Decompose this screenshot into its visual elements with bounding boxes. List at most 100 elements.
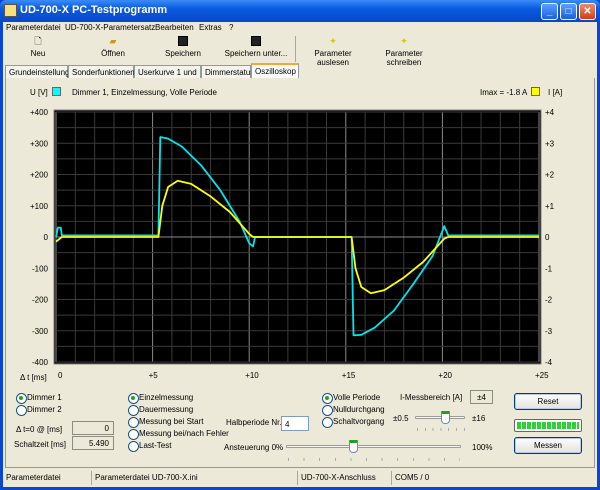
app-icon [4,4,17,17]
open-button[interactable]: ▰ Öffnen [101,36,125,58]
progress-fill [517,422,579,429]
u-axis-label: U [V] [30,88,48,97]
y2-tick-label: -4 [545,358,553,367]
tab-sonderfunktionen[interactable]: Sonderfunktionen [68,65,135,79]
save-button[interactable]: Speichern [161,36,205,62]
halbperiode-input[interactable]: 4 [281,416,309,431]
schaltzeit-value: 5.490 [72,436,114,450]
t0-value: 0 [72,421,114,435]
range-slider-thumb[interactable] [441,411,450,424]
radio-dimmer-1[interactable]: Dimmer 1 [16,393,62,404]
y-tick-label: -400 [32,358,49,367]
u-color-swatch [52,87,61,96]
y-tick-label: -300 [32,327,49,336]
tab-dimmerstatus[interactable]: Dimmerstatus [201,65,254,79]
status-pane-port: COM5 / 0 [391,471,597,485]
save-as-button[interactable]: Speichern unter... [223,36,289,62]
range-slider[interactable] [415,416,465,419]
x-tick-label: +10 [245,371,259,380]
radio-messung-bei-fehler[interactable]: Messung bei/nach Fehler [128,429,229,440]
menu-bar: Parameterdatei UD-700-X-Parametersatz Be… [3,22,597,34]
x-tick-label: +25 [535,371,549,380]
save-as-icon [251,36,261,46]
close-button[interactable]: ✕ [579,3,596,20]
radio-last-test[interactable]: Last-Test [128,441,171,452]
toolbar-separator [295,36,296,62]
tab-strip: Grundeinstellung Sonderfunktionen Userku… [3,63,597,86]
scope-caption: Dimmer 1, Einzelmessung, Volle Periode [72,88,217,97]
messen-button[interactable]: Messen [514,437,582,454]
status-pane-label: Parameterdatei [6,473,61,482]
range-ticks [417,428,465,431]
reset-button[interactable]: Reset [514,393,582,410]
y-tick-label: -100 [32,264,49,273]
save-icon [178,36,188,46]
tab-oszilloskop[interactable]: Oszilloskop [251,63,299,79]
ansteuerung-label: Ansteuerung 0% [224,443,284,452]
t0-label: Δ t=0 @ [ms] [16,425,63,434]
read-parameters-button[interactable]: ✦ Parameter auslesen [314,36,352,67]
x-tick-label: +5 [149,371,159,380]
oscilloscope-chart: +400+300+200+1000-100-200-300-400+4+3+2+… [30,108,555,380]
x-tick-label: +20 [438,371,452,380]
radio-volle-periode[interactable]: Volle Periode [322,393,380,404]
y2-tick-label: -2 [545,296,553,305]
new-file-icon: 🗋 [34,36,42,46]
status-bar: Parameterdatei Parameterdatei UD-700-X.i… [3,469,597,487]
range-max-label: ±16 [472,414,486,423]
ansteuerung-ticks [288,458,460,461]
ansteuerung-slider-thumb[interactable] [348,440,358,453]
status-pane-connection-label: UD-700-X-Anschluss [297,471,391,485]
y2-tick-label: -1 [545,264,553,273]
y2-tick-label: +4 [545,108,555,117]
open-folder-icon: ▰ [109,36,117,46]
y-tick-label: +100 [30,202,49,211]
ansteuerung-slider[interactable] [286,445,461,448]
tab-grundeinstellung[interactable]: Grundeinstellung [5,65,69,79]
menu-bearbeiten[interactable]: Bearbeiten [155,23,194,32]
messbereich-value: ±4 [470,390,493,404]
x-tick-label: +15 [342,371,356,380]
write-parameters-icon: ✦ [400,36,408,46]
time-axis-label: Δ t [ms] [20,373,47,382]
radio-nulldurchgang[interactable]: Nulldurchgang [322,405,385,416]
radio-dimmer-2[interactable]: Dimmer 2 [16,405,62,416]
y2-tick-label: -3 [545,327,553,336]
y2-tick-label: +2 [545,171,555,180]
imax-readout: Imax = -1.8 A [480,88,528,97]
menu-parameterdatei[interactable]: Parameterdatei [6,23,61,32]
menu-extras[interactable]: Extras [199,23,222,32]
write-parameters-button[interactable]: ✦ Parameter schreiben [385,36,423,67]
radio-schaltvorgang[interactable]: Schaltvorgang [322,417,384,428]
messbereich-label: I-Messbereich [A] [400,393,463,402]
y2-tick-label: +3 [545,139,555,148]
menu-help[interactable]: ? [229,23,234,32]
y-tick-label: -200 [32,296,49,305]
menu-parametersatz[interactable]: UD-700-X-Parametersatz [65,23,156,32]
y-tick-label: +400 [30,108,49,117]
i-axis-label: I [A] [548,88,563,97]
y2-tick-label: 0 [545,233,550,242]
title-bar[interactable]: UD-700-X PC-Testprogramm _ □ ✕ [0,0,600,22]
maximize-button[interactable]: □ [560,3,577,20]
tab-userkurve[interactable]: Userkurve 1 und 2 [134,65,201,86]
range-min-label: ±0.5 [393,414,409,423]
i-color-swatch [531,87,540,96]
radio-messung-bei-start[interactable]: Messung bei Start [128,417,203,428]
y-tick-label: +200 [30,171,49,180]
read-parameters-icon: ✦ [329,36,337,46]
toolbar: 🗋 Neu ▰ Öffnen Speichern Speichern unter..… [3,34,597,67]
progress-bar [514,419,582,432]
current-trace [55,179,539,295]
radio-dauermessung[interactable]: Dauermessung [128,405,193,416]
radio-einzelmessung[interactable]: Einzelmessung [128,393,193,404]
y-tick-label: 0 [44,233,49,242]
y2-tick-label: +1 [545,202,555,211]
x-tick-label: 0 [58,371,63,380]
y-tick-label: +300 [30,139,49,148]
status-pane-file: Parameterdatei UD-700-X.ini [91,471,297,485]
window-title: UD-700-X PC-Testprogramm [20,4,168,16]
new-button[interactable]: 🗋 Neu [30,36,46,58]
ansteuerung-max-label: 100% [472,443,493,452]
minimize-button[interactable]: _ [541,3,558,20]
